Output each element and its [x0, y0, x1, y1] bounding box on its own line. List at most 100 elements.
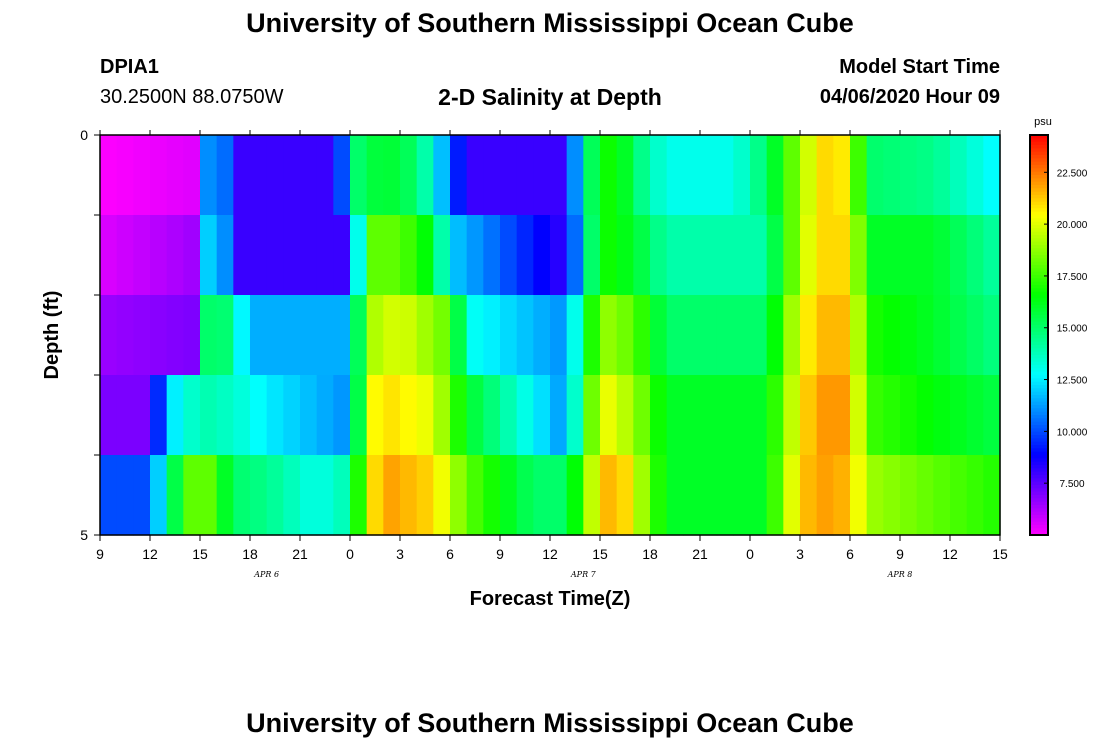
heatmap-cell [516, 135, 534, 216]
colorbar-segment [1030, 341, 1048, 346]
colorbar-tick-label: 22.500 [1057, 168, 1088, 179]
colorbar-segment [1030, 298, 1048, 303]
heatmap-cell [616, 215, 634, 296]
colorbar-segment [1030, 448, 1048, 453]
heatmap-cell [100, 295, 118, 376]
heatmap-cell [900, 215, 918, 296]
heatmap-cell [566, 455, 584, 536]
heatmap-cell [366, 135, 384, 216]
heatmap-cell [233, 455, 251, 536]
station-coordinates: 30.2500N 88.0750W [100, 86, 284, 108]
heatmap-cell [950, 215, 968, 296]
heatmap-cell [516, 215, 534, 296]
colorbar-segment [1030, 148, 1048, 153]
heatmap-cell [500, 375, 518, 456]
heatmap-cell [666, 455, 684, 536]
heatmap-cell [383, 215, 401, 296]
heatmap-cell [250, 455, 268, 536]
heatmap-cell [566, 215, 584, 296]
station-id: DPIA1 [100, 56, 159, 78]
heatmap-cell [983, 375, 1001, 456]
heatmap-cell [750, 375, 768, 456]
heatmap-cell [716, 215, 734, 296]
heatmap-cell [600, 375, 618, 456]
colorbar-segment [1030, 271, 1048, 276]
heatmap-cell [716, 375, 734, 456]
heatmap-cell [800, 295, 818, 376]
colorbar-segment [1030, 275, 1048, 279]
heatmap-cell [616, 375, 634, 456]
heatmap-cell [900, 455, 918, 536]
heatmap-cell [333, 215, 351, 296]
heatmap-cell [166, 215, 184, 296]
x-tick-label: 9 [96, 546, 104, 562]
heatmap-cell [283, 375, 301, 456]
heatmap-cell [850, 295, 868, 376]
heatmap-cell [966, 295, 984, 376]
heatmap-cell [933, 295, 951, 376]
heatmap-cell [116, 455, 134, 536]
y-tick-label: 0 [80, 127, 88, 143]
heatmap-cell [183, 215, 201, 296]
colorbar-segment [1030, 365, 1048, 369]
heatmap-cell [800, 215, 818, 296]
colorbar-tick-label: 10.000 [1057, 427, 1088, 438]
heatmap-cell [400, 135, 418, 216]
heatmap-cell [500, 215, 518, 296]
heatmap-cell [450, 375, 468, 456]
heatmap-cell [316, 215, 334, 296]
heatmap-cell [666, 135, 684, 216]
x-tick-label: 21 [292, 546, 308, 562]
colorbar: 7.500 10.000 12.500 15.000 17.500 20.000 22.50… [1029, 134, 1088, 536]
colorbar-unit-label: psu [1034, 116, 1052, 128]
x-tick-label: 12 [942, 546, 958, 562]
heatmap-cell [433, 375, 451, 456]
heatmap-cell [550, 375, 568, 456]
heatmap-cell [850, 215, 868, 296]
heatmap-cell [200, 375, 218, 456]
colorbar-segment [1030, 191, 1048, 196]
heatmap-cell [816, 135, 834, 216]
colorbar-segment [1030, 285, 1048, 289]
heatmap-cell [416, 215, 434, 296]
heatmap-cell [333, 375, 351, 456]
heatmap-cell [133, 215, 151, 296]
colorbar-segment [1030, 495, 1048, 499]
colorbar-segment [1030, 231, 1048, 236]
heatmap-cell [816, 455, 834, 536]
colorbar-segment [1030, 415, 1048, 419]
heatmap-cell [266, 135, 284, 216]
colorbar-segment [1030, 235, 1048, 239]
heatmap-cell [200, 135, 218, 216]
heatmap-cell [866, 295, 884, 376]
plot-title: 2-D Salinity at Depth [438, 84, 662, 110]
heatmap-cell [483, 215, 501, 296]
heatmap-cell [883, 295, 901, 376]
heatmap-cell [966, 455, 984, 536]
heatmap-cell [666, 215, 684, 296]
heatmap-cell [333, 135, 351, 216]
axes: 9 12 15 18 21 0 3 6 9 12 15 18 21 0 3 6 9 12 15 APR 6 APR 7 A… [80, 127, 1008, 579]
heatmap-cell [866, 215, 884, 296]
colorbar-segment [1030, 221, 1048, 226]
heatmap-cell [683, 295, 701, 376]
heatmap-cell [533, 135, 551, 216]
heatmap-cell [550, 135, 568, 216]
colorbar-segment [1030, 138, 1048, 143]
heatmap-cell [616, 295, 634, 376]
heatmap-cell [483, 295, 501, 376]
colorbar-segment [1030, 281, 1048, 286]
colorbar-segment [1030, 245, 1048, 249]
heatmap-cell [283, 455, 301, 536]
heatmap-cell [166, 455, 184, 536]
heatmap-cell [766, 295, 784, 376]
heatmap-cell [583, 295, 601, 376]
heatmap-cell [983, 295, 1001, 376]
heatmap-cell [950, 135, 968, 216]
heatmap-cell [150, 295, 168, 376]
heatmap-cell [416, 135, 434, 216]
colorbar-segment [1030, 338, 1048, 343]
heatmap-cell [483, 375, 501, 456]
heatmap-cell [950, 455, 968, 536]
heatmap-cell [166, 295, 184, 376]
